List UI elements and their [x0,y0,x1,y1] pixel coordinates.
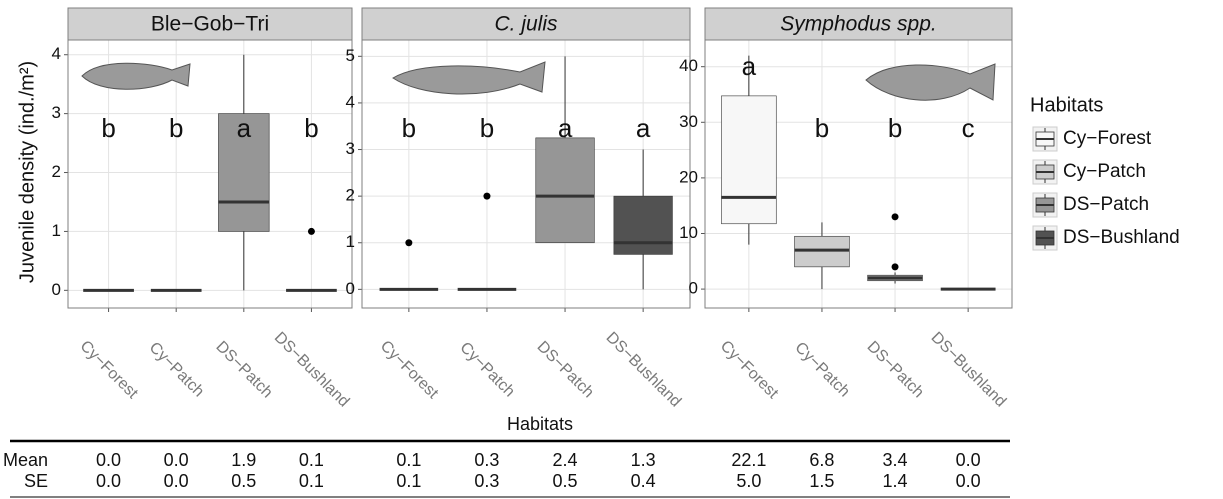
significance-letter: a [558,113,573,143]
significance-letter: b [101,113,115,143]
significance-letter: b [169,113,183,143]
y-tick-label: 2 [346,186,355,205]
table-cell: 1.9 [231,450,256,470]
x-axis-title: Habitats [507,414,573,434]
table-cell: 0.1 [299,450,324,470]
significance-letter: a [237,113,252,143]
table-cell: 0.1 [299,471,324,491]
legend-label: Cy−Forest [1063,128,1152,149]
outlier [483,192,491,200]
significance-letter: c [962,113,975,143]
x-tick-label: DS−Patch [864,338,927,401]
y-tick-label: 1 [346,232,355,251]
table-row-label: Mean [3,450,48,470]
table-cell: 0.0 [164,471,189,491]
y-tick-label: 4 [346,92,355,111]
table-cell: 0.0 [96,471,121,491]
table-cell: 2.4 [553,450,578,470]
table-row-label: SE [24,471,48,491]
y-tick-label: 0 [346,279,355,298]
y-tick-label: 0 [689,279,698,298]
significance-letter: b [815,113,829,143]
panel-border [67,39,353,309]
table-cell: 0.0 [956,450,981,470]
x-tick-label: Cy−Patch [791,339,852,400]
table-cell: 0.0 [96,450,121,470]
strip [704,7,1013,41]
table-cell: 1.4 [883,471,908,491]
table-cell: 1.3 [631,450,656,470]
box [218,113,270,232]
table-cell: 1.5 [809,471,834,491]
y-tick-label: 2 [52,162,61,181]
significance-letter: a [636,113,651,143]
outlier [307,227,315,235]
outlier [405,239,413,247]
fish [865,63,996,101]
table-cell: 0.5 [231,471,256,491]
x-tick-label: Cy−Patch [456,339,517,400]
box [535,137,595,244]
x-tick-label: Cy−Patch [146,339,207,400]
table-cell: 0.1 [396,450,421,470]
y-tick-label: 3 [52,103,61,122]
legend-title: Habitats [1030,94,1103,116]
box [721,95,777,225]
y-tick-label: 30 [679,112,698,131]
significance-letter: b [888,113,902,143]
outlier [891,263,899,271]
table-cell: 0.3 [474,450,499,470]
table-cell: 3.4 [883,450,908,470]
table-cell: 0.5 [553,471,578,491]
x-tick-label: DS−Patch [212,338,275,401]
table-cell: 22.1 [731,450,766,470]
outlier [891,213,899,221]
significance-letter: a [742,51,757,81]
panel-border [704,39,1013,309]
table-cell: 5.0 [736,471,761,491]
y-tick-label: 0 [52,280,61,299]
strip [67,7,353,41]
y-tick-label: 20 [679,167,698,186]
significance-letter: b [480,113,494,143]
significance-letter: b [304,113,318,143]
x-tick-label: Cy−Forest [377,338,442,403]
panel-title: C. julis [494,13,558,36]
panel-border [361,39,691,309]
legend-label: DS−Bushland [1063,227,1180,248]
x-tick-label: DS−Patch [534,338,597,401]
legend-label: Cy−Patch [1063,161,1146,182]
fish [81,62,191,90]
y-tick-label: 5 [346,46,355,65]
panel-title: Ble−Gob−Tri [151,13,269,36]
table-cell: 0.3 [474,471,499,491]
x-tick-label: Cy−Forest [76,338,141,403]
table-cell: 0.0 [956,471,981,491]
box [613,195,673,255]
x-tick-label: Cy−Forest [717,338,782,403]
x-tick-label: DS−Bushland [928,329,1010,411]
y-tick-label: 40 [679,56,698,75]
y-tick-label: 4 [52,44,61,63]
y-axis-title: Juvenile density (ind./m²) [16,61,38,283]
significance-letter: b [402,113,416,143]
x-tick-label: DS−Bushland [271,329,353,411]
fish-illustrations [81,61,996,101]
table-cell: 0.0 [164,450,189,470]
y-tick-label: 1 [52,221,61,240]
table-cell: 0.4 [631,471,656,491]
y-tick-label: 10 [679,223,698,242]
y-tick-label: 3 [346,139,355,158]
x-tick-label: DS−Bushland [603,329,685,411]
legend-label: DS−Patch [1063,194,1149,215]
fish [392,61,546,95]
table-cell: 6.8 [809,450,834,470]
panel-title: Symphodus spp. [780,13,936,36]
table-cell: 0.1 [396,471,421,491]
